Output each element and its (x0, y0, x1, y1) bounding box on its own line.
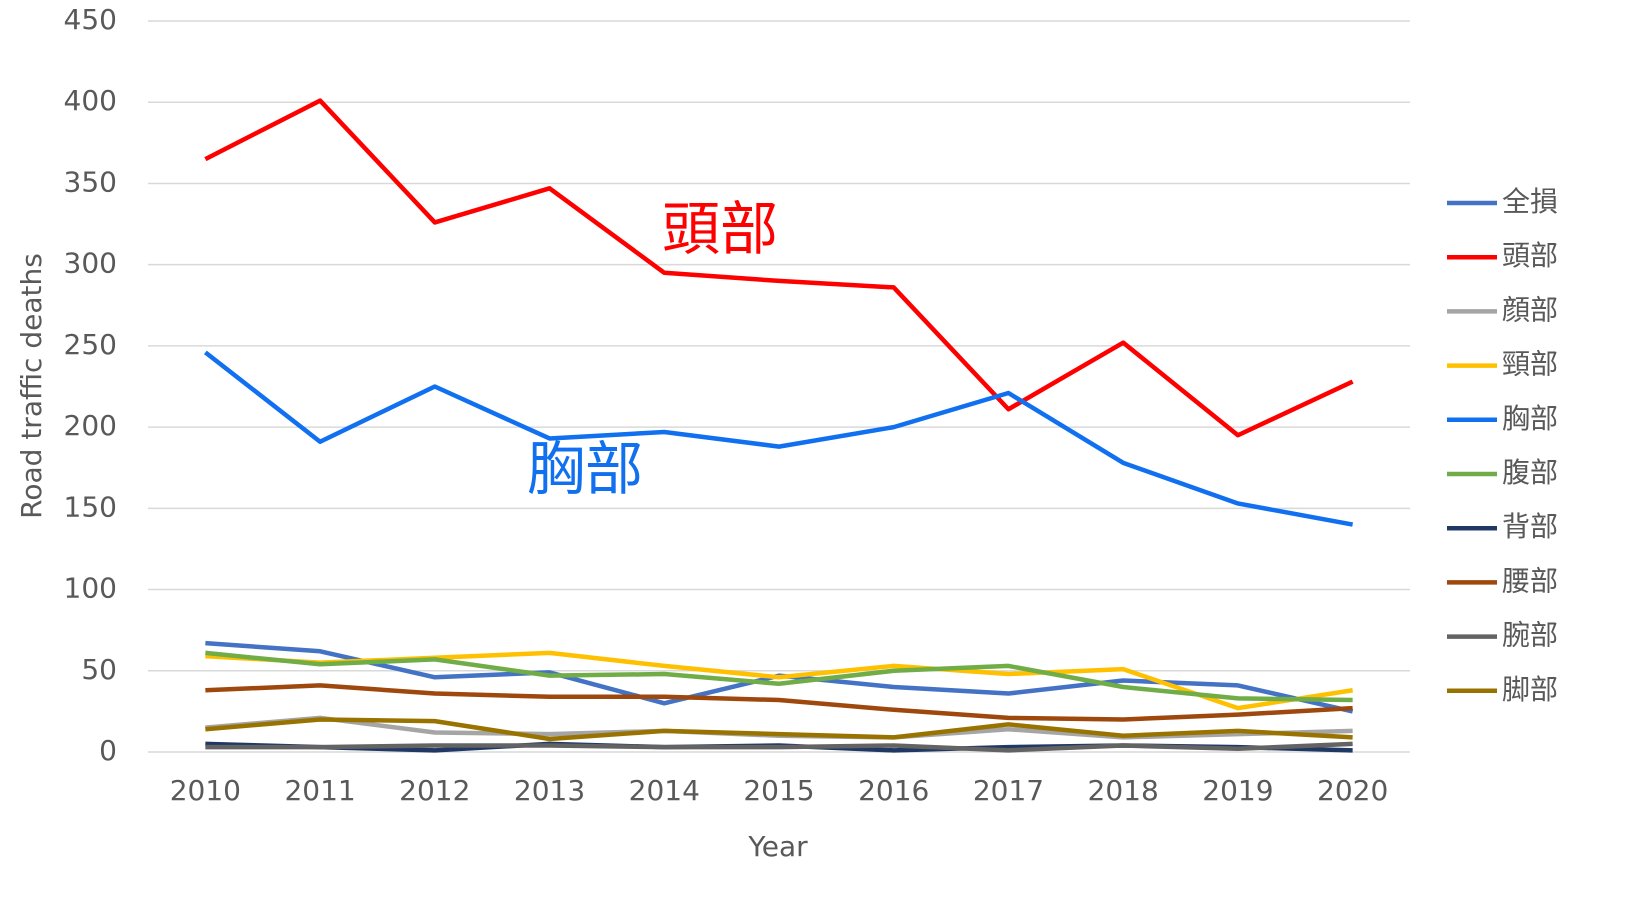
x-tick-label: 2019 (1202, 774, 1273, 807)
y-tick-label: 400 (64, 84, 117, 117)
annotation: 頭部 (662, 195, 778, 263)
x-tick-label: 2014 (629, 774, 700, 807)
series-line (205, 741, 1353, 753)
x-tick-label: 2015 (743, 774, 814, 807)
x-tick-label: 2017 (973, 774, 1044, 807)
y-tick-label: 0 (99, 734, 117, 767)
series-line (204, 98, 1354, 438)
legend-label: 胸部 (1502, 402, 1558, 435)
series-line (203, 350, 1354, 527)
y-tick-label: 150 (64, 490, 117, 523)
y-tick-label: 100 (64, 572, 117, 605)
x-tick-label: 2016 (858, 774, 929, 807)
x-tick-label: 2013 (514, 774, 585, 807)
legend-label: 脚部 (1502, 673, 1558, 706)
y-tick-label: 200 (64, 409, 117, 442)
legend-label: 腰部 (1502, 564, 1558, 597)
legend-label: 顔部 (1502, 293, 1558, 326)
x-tick-label: 2010 (170, 774, 241, 807)
legend-label: 腕部 (1502, 619, 1558, 652)
y-tick-label: 300 (64, 247, 117, 280)
x-axis-label: Year (747, 830, 808, 863)
annotation: 胸部 (527, 435, 643, 503)
x-tick-label: 2020 (1317, 774, 1388, 807)
series-line (205, 683, 1353, 722)
legend-label: 腹部 (1502, 456, 1558, 489)
y-tick-label: 350 (64, 165, 117, 198)
x-tick-label: 2018 (1088, 774, 1159, 807)
legend-label: 頭部 (1502, 239, 1558, 272)
legend-label: 全損 (1502, 185, 1558, 218)
series-line (205, 650, 1353, 703)
y-axis-label: Road traffic deaths (15, 253, 48, 519)
legend-label: 背部 (1502, 510, 1558, 543)
series-line (205, 717, 1353, 742)
y-tick-label: 50 (81, 653, 117, 686)
y-tick-label: 250 (64, 328, 117, 361)
y-tick-label: 450 (64, 3, 117, 36)
x-tick-label: 2011 (284, 774, 355, 807)
x-tick-label: 2012 (399, 774, 470, 807)
legend-label: 頸部 (1502, 348, 1558, 381)
